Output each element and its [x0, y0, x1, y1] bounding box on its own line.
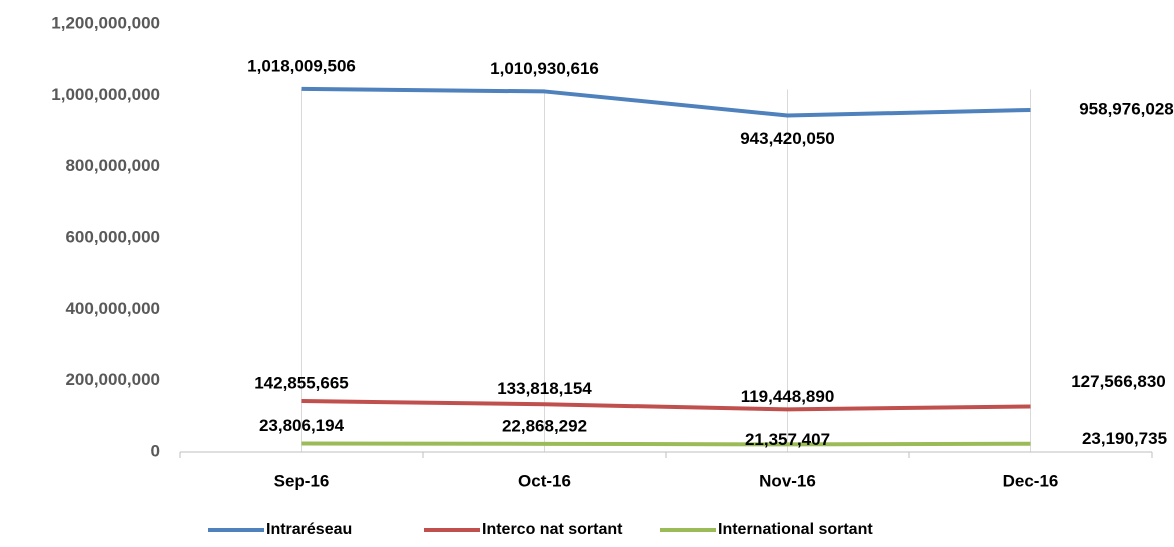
data-label: 119,448,890	[741, 387, 835, 406]
data-label: 1,018,009,506	[247, 56, 356, 75]
legend-label: International sortant	[718, 521, 873, 538]
legend-label: Interco nat sortant	[482, 521, 623, 538]
data-label: 943,420,050	[740, 129, 835, 148]
y-tick-label: 800,000,000	[65, 156, 160, 175]
series-line	[301, 399, 1031, 412]
x-tick-label: Sep-16	[274, 471, 330, 490]
x-tick-label: Nov-16	[759, 471, 816, 490]
data-label: 23,190,735	[1082, 429, 1167, 448]
data-label: 127,566,830	[1071, 372, 1166, 391]
x-tick-label: Oct-16	[518, 471, 571, 490]
y-tick-label: 1,200,000,000	[51, 13, 160, 32]
data-label: 23,806,194	[259, 416, 345, 435]
x-tick-label: Dec-16	[1003, 471, 1059, 490]
data-label: 1,010,930,616	[490, 59, 599, 78]
data-label: 22,868,292	[502, 416, 587, 435]
y-tick-label: 1,000,000,000	[51, 85, 160, 104]
data-label: 21,357,407	[745, 430, 830, 449]
y-tick-label: 400,000,000	[65, 299, 160, 318]
data-label: 133,818,154	[497, 379, 592, 398]
y-tick-label: 200,000,000	[65, 370, 160, 389]
y-tick-label: 600,000,000	[65, 227, 160, 246]
data-label: 958,976,028	[1079, 99, 1174, 118]
data-label: 142,855,665	[254, 374, 349, 393]
legend-label: Intraréseau	[266, 521, 352, 538]
series-line	[301, 86, 1031, 118]
series-line	[301, 441, 1031, 447]
y-tick-label: 0	[151, 441, 160, 460]
